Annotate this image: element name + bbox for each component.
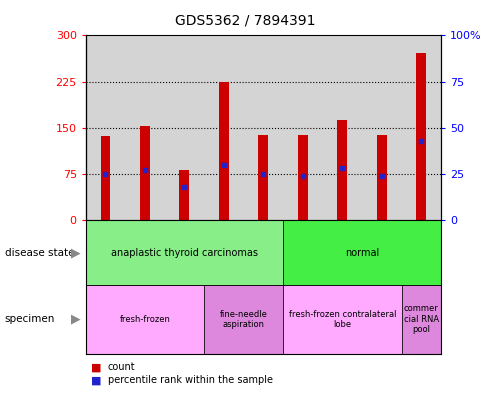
Bar <box>283 220 441 285</box>
Bar <box>165 35 204 220</box>
Text: count: count <box>108 362 135 373</box>
Bar <box>298 135 308 220</box>
Text: ▶: ▶ <box>71 246 81 259</box>
Bar <box>416 53 426 220</box>
Text: fresh-frozen: fresh-frozen <box>120 315 171 324</box>
Bar <box>140 127 150 220</box>
Bar <box>283 285 401 354</box>
Text: percentile rank within the sample: percentile rank within the sample <box>108 375 273 386</box>
Bar <box>401 285 441 354</box>
Bar <box>100 136 110 220</box>
Bar <box>86 285 204 354</box>
Text: anaplastic thyroid carcinomas: anaplastic thyroid carcinomas <box>111 248 258 257</box>
Text: disease state: disease state <box>5 248 74 257</box>
Bar <box>401 35 441 220</box>
Text: ▶: ▶ <box>71 313 81 326</box>
Text: normal: normal <box>345 248 379 257</box>
Text: commer
cial RNA
pool: commer cial RNA pool <box>404 305 439 334</box>
Text: ■: ■ <box>91 375 101 386</box>
Bar <box>338 120 347 220</box>
Bar <box>125 35 165 220</box>
Bar <box>377 135 387 220</box>
Text: fresh-frozen contralateral
lobe: fresh-frozen contralateral lobe <box>289 310 396 329</box>
Bar <box>283 35 322 220</box>
Text: fine-needle
aspiration: fine-needle aspiration <box>220 310 268 329</box>
Bar <box>258 135 269 220</box>
Bar <box>204 35 244 220</box>
Bar <box>362 35 401 220</box>
Bar <box>86 220 283 285</box>
Text: ■: ■ <box>91 362 101 373</box>
Bar <box>179 170 189 220</box>
Bar <box>219 82 229 220</box>
Bar <box>322 35 362 220</box>
Bar <box>244 35 283 220</box>
Text: GDS5362 / 7894391: GDS5362 / 7894391 <box>175 14 315 28</box>
Bar <box>204 285 283 354</box>
Text: specimen: specimen <box>5 314 55 324</box>
Bar <box>86 35 125 220</box>
